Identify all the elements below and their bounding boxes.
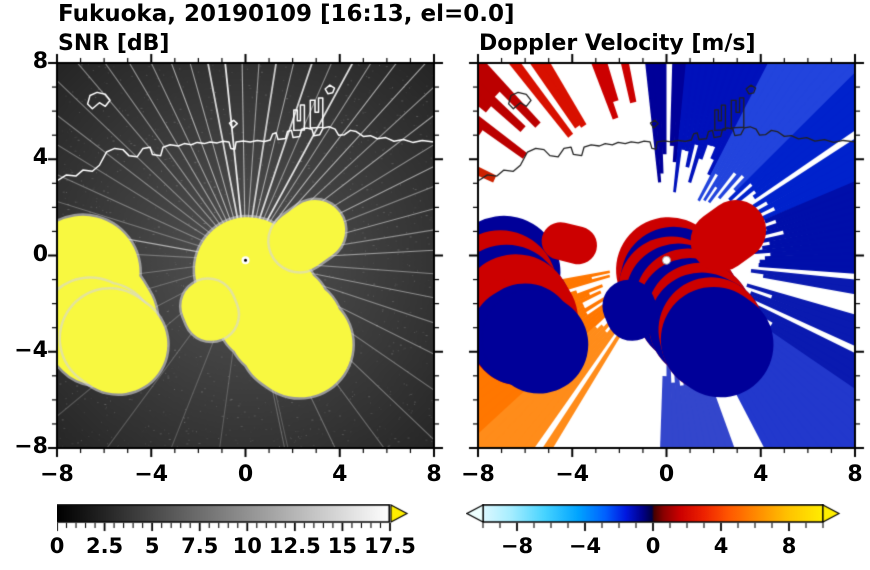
figure-title: Fukuoka, 20190109 [16:13, el=0.0]: [58, 1, 515, 27]
x-tick-label: −8: [461, 462, 495, 487]
colorbar-tick-label: 0: [49, 534, 65, 558]
y-tick-label: −4: [14, 337, 48, 363]
snr-plot: [47, 53, 444, 458]
x-tick-label: 8: [847, 462, 863, 487]
x-tick-label: 8: [426, 462, 442, 487]
y-tick-label: 0: [32, 241, 48, 267]
x-tick-label: −8: [40, 462, 74, 487]
snr-panel-title: SNR [dB]: [58, 31, 170, 56]
colorbar-tick-label: 2.5: [85, 534, 124, 558]
colorbar-tick-label: 5: [144, 534, 160, 558]
colorbar-tick-label: 15: [327, 534, 358, 558]
y-tick-label: 4: [32, 145, 48, 171]
colorbar-tick-label: 12.5: [268, 534, 321, 558]
colorbar-tick-label: 10: [232, 534, 262, 558]
x-tick-label: 4: [753, 462, 769, 487]
doppler-panel-title: Doppler Velocity [m/s]: [479, 31, 756, 56]
x-tick-label: 0: [658, 462, 675, 487]
colorbar-tick-label: 17.5: [364, 534, 416, 558]
x-tick-label: −4: [134, 462, 169, 487]
y-tick-label: −8: [14, 434, 48, 459]
doppler-plot: [468, 53, 865, 458]
colorbar-tick-label: 0: [645, 534, 661, 558]
colorbar-tick-label: 4: [713, 534, 729, 558]
x-tick-label: −4: [555, 462, 590, 487]
snr-colorbar: [57, 504, 409, 536]
colorbar-tick-label: 7.5: [181, 534, 219, 558]
colorbar-tick-label: −4: [568, 534, 602, 558]
x-tick-label: 0: [237, 462, 254, 487]
y-tick-label: 8: [32, 49, 48, 74]
doppler-colorbar: [466, 504, 842, 536]
colorbar-tick-label: 8: [781, 534, 797, 558]
colorbar-tick-label: −8: [500, 534, 534, 558]
x-tick-label: 4: [332, 462, 348, 487]
